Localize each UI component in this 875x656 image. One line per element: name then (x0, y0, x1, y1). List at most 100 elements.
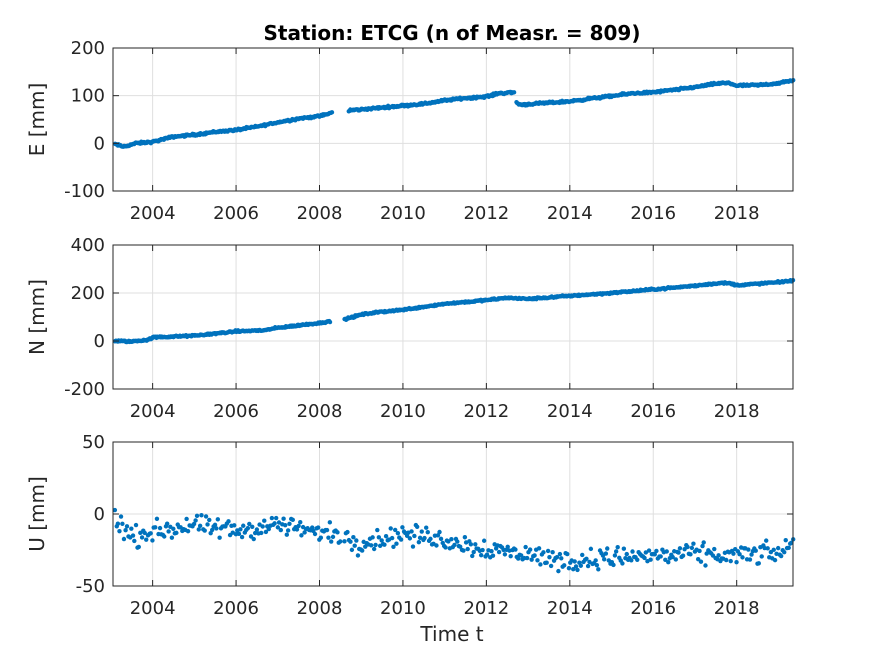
u-point-271 (519, 553, 524, 558)
u-point-143 (326, 535, 331, 540)
u-point-412 (728, 558, 733, 564)
u-point-274 (523, 544, 528, 550)
u-point-61 (203, 514, 209, 519)
u-point-184 (389, 535, 395, 541)
u-point-436 (764, 538, 769, 543)
u-point-114 (283, 522, 288, 528)
u-point-245 (480, 547, 485, 553)
u-point-357 (646, 548, 652, 553)
u-ytick-label-0: 0 (94, 504, 105, 525)
u-point-393 (700, 543, 705, 549)
x-axis-label: Time t (419, 622, 483, 646)
u-point-362 (654, 548, 659, 554)
u-point-187 (394, 541, 399, 546)
u-point-370 (666, 559, 671, 565)
u-point-224 (449, 537, 454, 542)
u-point-109 (275, 525, 281, 530)
u-point-103 (266, 526, 271, 532)
u-point-290 (547, 554, 552, 560)
u-point-232 (461, 548, 466, 553)
u-point-161 (355, 553, 361, 558)
u-point-449 (783, 537, 788, 543)
u-point-345 (629, 558, 634, 563)
u-point-157 (349, 547, 355, 553)
u-point-444 (775, 545, 781, 551)
e-ytick-label-100: 100 (71, 86, 105, 107)
u-point-252 (490, 553, 496, 558)
u-point-291 (548, 563, 554, 569)
u-point-442 (772, 557, 778, 563)
u-point-295 (554, 554, 560, 560)
u-point-303 (566, 566, 572, 571)
u-point-390 (695, 556, 701, 562)
u-point-385 (688, 552, 693, 557)
u-point-260 (502, 552, 508, 557)
n-y-axis-label: N [mm] (25, 279, 49, 355)
e-y-axis-label: E [mm] (25, 83, 49, 157)
u-point-280 (532, 553, 537, 558)
u-point-375 (673, 557, 679, 562)
u-point-175 (376, 535, 382, 540)
u-point-283 (536, 546, 542, 551)
e-xtick-label-2004: 2004 (130, 203, 176, 224)
u-ytick-label-50: 50 (82, 432, 105, 453)
u-point-159 (352, 543, 357, 548)
u-point-342 (624, 551, 629, 557)
u-point-35 (164, 521, 170, 526)
u-point-373 (670, 554, 675, 560)
u-point-420 (740, 555, 745, 560)
u-point-69 (215, 517, 221, 522)
u-point-278 (529, 557, 534, 562)
u-point-111 (278, 527, 284, 533)
u-point-321 (593, 558, 598, 563)
u-point-239 (471, 549, 476, 555)
u-point-94 (252, 530, 258, 536)
e-ytick-label--100: -100 (64, 181, 105, 202)
u-point-292 (550, 550, 555, 555)
u-point-349 (635, 557, 640, 562)
u-point-256 (496, 549, 502, 555)
u-point-116 (285, 528, 291, 533)
u-point-288 (544, 560, 549, 565)
u-point-5 (120, 521, 125, 526)
u-point-36 (166, 529, 171, 534)
u-point-93 (251, 536, 256, 542)
u-point-134 (312, 531, 318, 537)
u-point-144 (327, 520, 333, 525)
u-xtick-label-2008: 2008 (297, 598, 343, 619)
u-xtick-label-2014: 2014 (547, 598, 593, 619)
u-point-312 (580, 552, 585, 558)
u-point-296 (556, 568, 561, 574)
u-point-33 (162, 534, 167, 539)
u-point-328 (603, 551, 609, 556)
u-point-217 (438, 536, 444, 542)
u-point-11 (129, 526, 134, 531)
u-point-83 (236, 531, 242, 537)
u-point-27 (153, 525, 158, 530)
u-point-369 (664, 549, 669, 554)
u-point-85 (239, 534, 245, 540)
u-point-53 (191, 521, 197, 527)
u-point-302 (565, 551, 570, 557)
u-point-146 (330, 534, 336, 540)
u-point-380 (680, 553, 686, 558)
u-point-240 (473, 542, 478, 547)
u-point-0 (112, 507, 118, 513)
u-point-395 (703, 563, 708, 568)
u-point-441 (771, 547, 776, 552)
u-point-391 (697, 548, 702, 554)
u-point-409 (724, 557, 729, 563)
u-point-418 (737, 552, 742, 557)
u-point-368 (663, 557, 668, 562)
u-point-199 (412, 533, 417, 539)
u-point-123 (296, 523, 301, 529)
u-point-49 (185, 528, 191, 534)
u-point-387 (691, 541, 696, 546)
u-point-183 (388, 526, 393, 531)
u-point-425 (747, 557, 753, 562)
u-point-230 (457, 544, 463, 549)
u-point-179 (382, 542, 387, 547)
n-xtick-label-2008: 2008 (297, 401, 343, 422)
u-point-188 (395, 530, 401, 536)
